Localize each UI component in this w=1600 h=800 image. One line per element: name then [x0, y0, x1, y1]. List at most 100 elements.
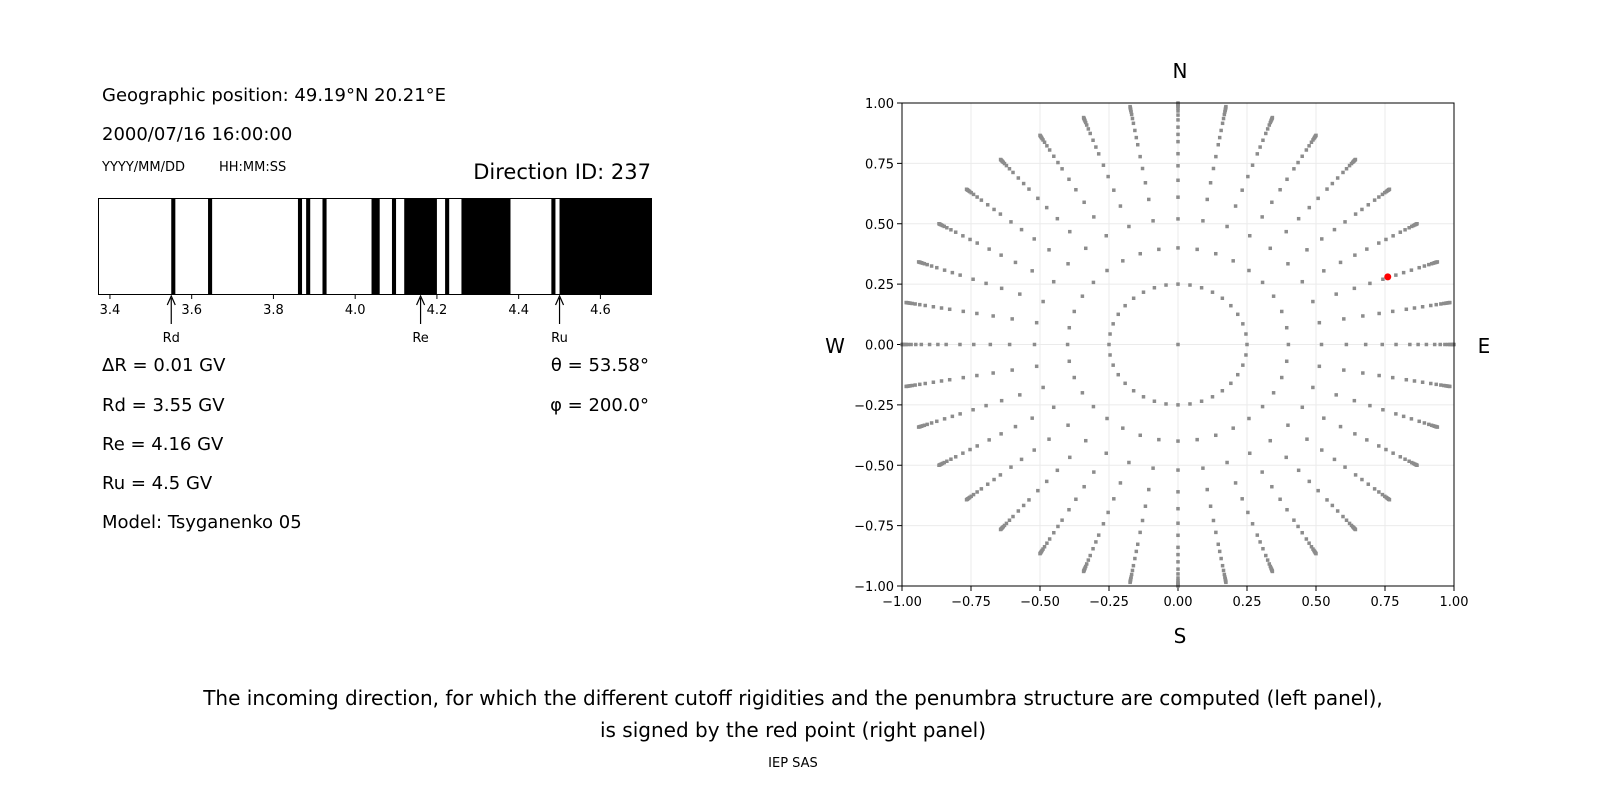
arrow-head-icon: [166, 294, 176, 306]
theta-value: θ = 53.58°: [550, 355, 649, 376]
grid-point: [1052, 530, 1056, 535]
grid-point: [953, 455, 958, 459]
grid-point: [1260, 404, 1265, 409]
grid-point: [979, 487, 984, 491]
grid-point: [1083, 564, 1088, 569]
grid-point: [1147, 197, 1151, 202]
grid-point: [1384, 189, 1389, 194]
grid-point: [949, 228, 953, 232]
y-tick-label: −0.50: [854, 459, 894, 474]
grid-point: [1343, 220, 1347, 224]
grid-point: [1083, 246, 1088, 251]
grid-point: [1214, 251, 1218, 256]
grid-point: [1258, 145, 1262, 149]
grid-point: [1208, 504, 1213, 508]
grid-point: [1096, 152, 1101, 156]
grid-point: [1205, 197, 1209, 202]
grid-point: [1258, 540, 1262, 544]
grid-point: [969, 494, 973, 499]
grid-point: [1176, 106, 1180, 111]
grid-point: [1247, 416, 1251, 421]
grid-point: [1001, 524, 1006, 529]
grid-point: [1416, 342, 1420, 347]
grid-point: [1394, 273, 1398, 277]
grid-point: [1214, 154, 1218, 159]
marker-label-rd: Rd: [163, 331, 180, 346]
grid-point: [1231, 259, 1235, 263]
grid-point: [1082, 484, 1086, 489]
grid-point: [1270, 569, 1274, 573]
grid-point: [985, 203, 990, 207]
grid-point: [1081, 569, 1086, 574]
grid-point: [1010, 317, 1014, 321]
grid-point: [1269, 118, 1274, 122]
grid-point: [1381, 408, 1385, 412]
grid-point: [1268, 564, 1273, 569]
grid-point: [1176, 572, 1180, 576]
grid-point: [1047, 248, 1051, 252]
grid-point: [1108, 353, 1112, 357]
grid-point: [1164, 402, 1168, 406]
grid-point: [1241, 363, 1245, 367]
grid-point: [1123, 381, 1127, 386]
grid-point: [1384, 447, 1388, 452]
grid-point: [1390, 309, 1395, 314]
grid-point: [1320, 237, 1324, 241]
grid-point: [1101, 522, 1106, 526]
grid-point: [1176, 490, 1180, 494]
grid-point: [1220, 121, 1225, 126]
grid-point: [1221, 568, 1226, 573]
x-tick-label: −0.75: [951, 595, 991, 610]
grid-point: [1044, 205, 1049, 210]
grid-point: [1041, 138, 1045, 142]
grid-point: [1317, 320, 1322, 325]
grid-point: [929, 421, 934, 425]
grid-point: [925, 262, 929, 267]
grid-point: [1199, 399, 1204, 403]
grid-point: [1325, 498, 1329, 502]
model-name: Model: Tsyganenko 05: [102, 512, 302, 533]
grid-point: [1241, 322, 1245, 326]
grid-point: [1377, 311, 1381, 316]
grid-point: [1246, 510, 1250, 515]
grid-point: [988, 342, 993, 347]
grid-point: [1041, 385, 1045, 390]
caption-line-1: The incoming direction, for which the di…: [203, 686, 1383, 710]
grid-point: [1056, 524, 1060, 529]
grid-point: [937, 222, 941, 226]
grid-point: [1176, 217, 1180, 221]
grid-point: [961, 451, 965, 455]
x-tick-label: 3.6: [181, 303, 202, 318]
grid-point: [1307, 541, 1311, 545]
grid-point: [1236, 312, 1240, 317]
grid-point: [1009, 220, 1013, 224]
grid-point: [1010, 368, 1014, 372]
grid-point: [1435, 425, 1440, 429]
grid-point: [1248, 451, 1252, 456]
grid-point: [920, 261, 925, 265]
grid-point: [975, 373, 979, 378]
grid-point: [966, 496, 971, 500]
grid-point: [1176, 439, 1180, 443]
grid-point: [1214, 530, 1218, 535]
grid-point: [987, 438, 991, 442]
grid-point: [1352, 526, 1357, 531]
grid-point: [1055, 468, 1060, 473]
grid-point: [1350, 160, 1355, 165]
penumbra-chart: 3.4 3.6 3.8 4.0 4.2 4.4 4.6 Rd Re Ru: [98, 198, 652, 346]
grid-point: [1201, 466, 1205, 470]
grid-point: [1300, 279, 1305, 284]
grid-point: [971, 408, 975, 412]
grid-point: [936, 342, 940, 347]
y-tick-label: −1.00: [854, 580, 894, 595]
grid-point: [1221, 116, 1226, 121]
grid-point: [939, 379, 944, 383]
grid-point: [1433, 424, 1437, 429]
y-tick-label: −0.25: [854, 399, 894, 414]
grid-point: [1413, 462, 1418, 467]
grid-point: [1060, 167, 1064, 171]
grid-point: [1131, 296, 1136, 301]
grid-point: [906, 301, 910, 305]
grid-point: [1086, 558, 1091, 562]
geo-position: Geographic position: 49.19°N 20.21°E: [102, 85, 447, 106]
